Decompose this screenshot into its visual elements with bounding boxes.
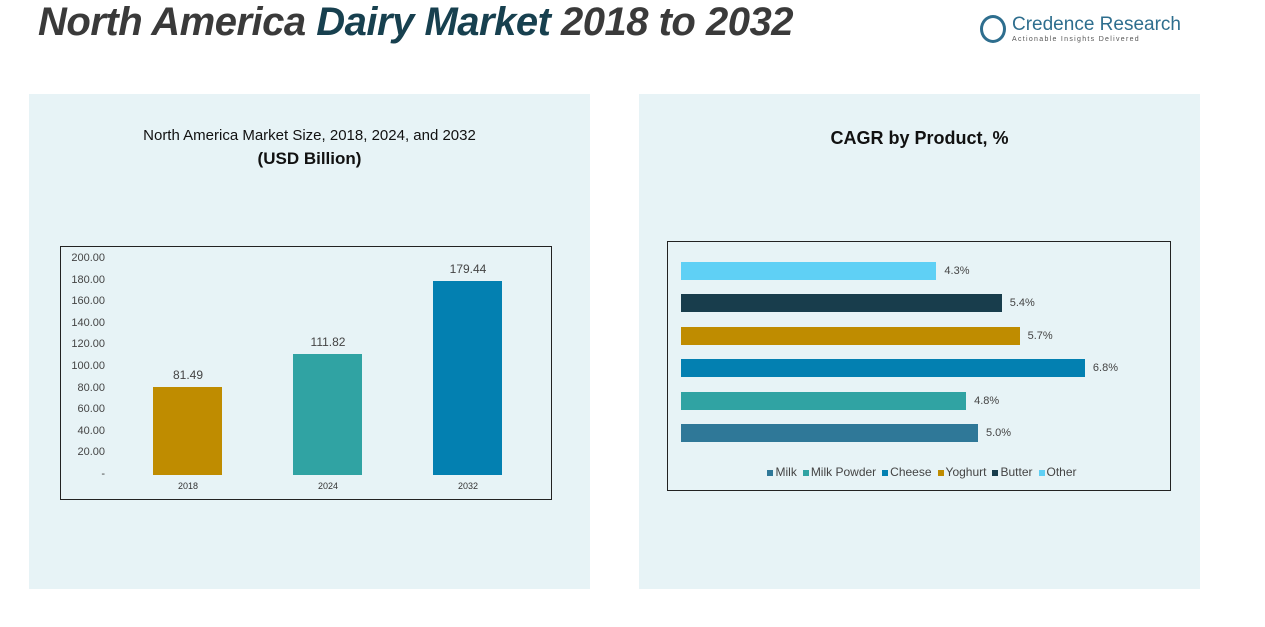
page-title: North America Dairy Market 2018 to 2032 — [38, 0, 793, 45]
legend-label: Cheese — [890, 465, 932, 479]
chart2-title: CAGR by Product, % — [830, 128, 1009, 148]
legend-label: Milk — [775, 465, 797, 479]
data-label: 81.49 — [172, 367, 204, 382]
bar-milk — [681, 424, 978, 442]
y-tick-label: 40.00 — [77, 424, 105, 437]
bar-butter — [681, 294, 1002, 313]
logo-icon — [980, 14, 1006, 43]
data-label: 5.4% — [1009, 297, 1035, 310]
y-tick-label: 20.00 — [77, 446, 105, 459]
y-tick-label: 200.00 — [71, 252, 105, 264]
logo: Credence Research Actionable Insights Del… — [980, 14, 1181, 43]
bar-yoghurt — [681, 326, 1020, 345]
x-tick-label: 2018 — [177, 481, 199, 491]
y-tick-label: 160.00 — [71, 295, 105, 308]
data-label: 5.0% — [986, 427, 1012, 439]
logo-tagline: Actionable Insights Delivered — [1012, 36, 1140, 43]
y-tick-label: 120.00 — [71, 338, 105, 351]
bar-2032 — [433, 281, 502, 475]
chart2-legend: Milk Milk Powder Cheese Yoghurt Butter Other — [668, 465, 1170, 479]
logo-name: Credence Research — [1012, 14, 1181, 35]
data-label: 4.8% — [974, 394, 1000, 407]
legend-label: Other — [1046, 465, 1077, 479]
y-tick-label: 100.00 — [71, 360, 105, 372]
chart2-frame — [667, 241, 1171, 491]
legend-label: Butter — [1000, 465, 1033, 479]
data-label: 6.8% — [1092, 362, 1118, 375]
bar-cheese — [681, 359, 1085, 378]
bar-milk-powder — [681, 391, 967, 410]
data-label: 179.44 — [449, 262, 487, 277]
legend-swatch — [882, 470, 889, 476]
legend-swatch — [802, 470, 809, 476]
y-tick-label: 180.00 — [71, 273, 105, 286]
legend-swatch — [767, 470, 774, 476]
y-tick-label: 60.00 — [77, 403, 105, 416]
data-label: 5.7% — [1027, 329, 1053, 342]
legend-swatch — [937, 470, 944, 476]
chart1-frame — [60, 246, 552, 500]
legend-swatch — [1038, 470, 1045, 476]
title-part: 2018 to 2032 — [550, 0, 793, 44]
x-tick-label: 2032 — [457, 481, 479, 491]
y-tick-label: 80.00 — [77, 381, 105, 394]
legend-label: Milk Powder — [810, 465, 877, 479]
chart1-subtitle: (USD Billion) — [257, 149, 362, 168]
bar-2024 — [293, 354, 362, 475]
chart1-title: North America Market Size, 2018, 2024, a… — [143, 127, 476, 144]
title-part: North America — [38, 0, 317, 44]
legend-label: Yoghurt — [945, 465, 987, 479]
x-tick-label: 2024 — [317, 481, 339, 491]
data-label: 111.82 — [310, 335, 346, 350]
y-tick-label: 140.00 — [71, 316, 105, 329]
data-label: 4.3% — [944, 265, 970, 277]
y-tick-label: - — [101, 468, 105, 480]
bar-other — [681, 262, 937, 280]
bar-2018 — [153, 386, 222, 475]
legend-swatch — [992, 470, 999, 476]
title-highlight: Dairy Market — [316, 0, 551, 44]
